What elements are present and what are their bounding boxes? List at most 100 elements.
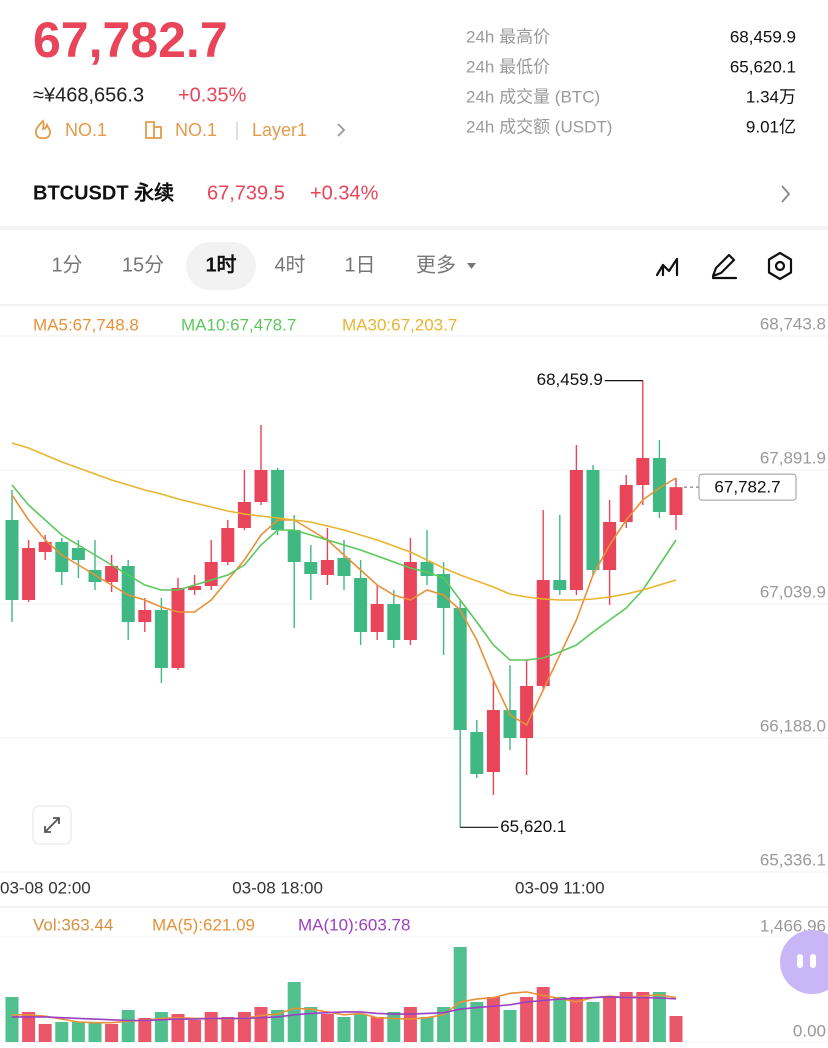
assistant-eye	[810, 954, 816, 968]
tab[interactable]: 1分	[51, 253, 82, 276]
candle-body	[138, 610, 152, 623]
volume-bar	[520, 996, 534, 1042]
y-tick-label: 66,188.0	[760, 716, 826, 735]
candle-body	[669, 487, 683, 515]
volume-bar	[271, 1009, 285, 1042]
candle-body	[636, 457, 650, 486]
volume-bar	[121, 1009, 135, 1042]
candle-body	[188, 585, 202, 591]
volume-bar	[453, 947, 467, 1042]
candle-body	[5, 519, 19, 600]
tab[interactable]: 4时	[274, 253, 305, 276]
x-tick-label: 03-09 11:00	[515, 878, 604, 897]
contract-price: 67,739.5	[207, 182, 285, 204]
volume-bar	[619, 992, 633, 1042]
settings-icon[interactable]	[767, 251, 793, 281]
candle-body	[403, 561, 417, 641]
assistant-button[interactable]	[780, 930, 828, 994]
candle-body	[38, 542, 52, 553]
candle-body	[55, 542, 69, 572]
ma-line	[11, 477, 677, 727]
candle-body	[470, 732, 484, 775]
stats: 24h 最高价 68,459.9 24h 最低价 65,620.1 24h 成交量 (B…	[466, 27, 796, 136]
volume-bar	[569, 996, 583, 1042]
candle-body	[71, 547, 85, 560]
last-price: 67,782.7	[33, 12, 228, 68]
candle-body	[652, 457, 666, 512]
candle-body	[453, 608, 467, 731]
volume-bar	[503, 1009, 517, 1042]
candle-body	[387, 604, 401, 641]
tab-active-bg	[186, 242, 256, 290]
candle-body	[486, 710, 500, 773]
volume-bar	[55, 1022, 69, 1042]
expand-icon	[44, 817, 60, 833]
y-tick-label: 67,891.9	[760, 448, 826, 467]
volume-bar	[154, 1012, 168, 1042]
volume-bar	[370, 1016, 384, 1042]
tag: NO.1	[175, 120, 217, 140]
volume-bar	[22, 1012, 36, 1042]
x-tick-label: 03-08 18:00	[232, 878, 323, 897]
candle-body	[221, 528, 235, 562]
separator	[0, 906, 828, 908]
legend-entry: MA(5):621.09	[152, 915, 255, 934]
volume-bar	[38, 1023, 52, 1042]
candle-body	[237, 502, 251, 529]
candle-body	[619, 485, 633, 522]
candle-body	[337, 558, 351, 577]
candle-body	[287, 530, 301, 562]
volume-bar	[486, 996, 500, 1042]
volume-bar	[354, 1013, 368, 1042]
volume-bar	[586, 1002, 600, 1042]
stat-label: 24h 成交量 (BTC)	[466, 87, 600, 106]
chevron[interactable]	[781, 185, 791, 203]
x-tick-label: 03-08 02:00	[0, 878, 91, 897]
legend-entry: MA(10):603.78	[298, 915, 410, 934]
stat-value: 1.34万	[746, 87, 796, 106]
tag[interactable]: Layer1	[252, 120, 307, 140]
candle-body	[105, 566, 119, 583]
legend-entry: MA5:67,748.8	[33, 315, 139, 334]
candle-body	[171, 587, 185, 669]
tab[interactable]: 1日	[344, 254, 375, 276]
settings-icon-dot	[774, 260, 786, 272]
volume-bar	[603, 996, 617, 1042]
ma-line	[11, 442, 677, 601]
stat-label: 24h 最高价	[466, 27, 550, 46]
rank-icon	[145, 121, 162, 139]
candle-body	[536, 580, 550, 687]
volume-bar	[420, 1016, 434, 1042]
volume-bar	[237, 1012, 251, 1042]
contract-change: +0.34%	[310, 182, 379, 204]
volume-bar	[287, 982, 301, 1042]
y-tick-label: 68,743.8	[760, 314, 826, 333]
candle-body	[520, 686, 534, 739]
volume-bar	[320, 1013, 334, 1042]
indicator-icon[interactable]	[655, 257, 679, 277]
contract-name[interactable]: BTCUSDT 永续	[33, 180, 174, 204]
volume-bar	[403, 1006, 417, 1042]
candle-body	[354, 578, 368, 633]
stat-label: 24h 最低价	[466, 57, 550, 76]
volume-bar	[254, 1006, 268, 1042]
last-price-tag	[698, 473, 797, 501]
y-tick-label: 0.00	[793, 1021, 826, 1040]
draw-icon[interactable]	[711, 253, 738, 280]
candle-body	[271, 469, 285, 531]
candle-body	[569, 469, 583, 591]
stat-label: 24h 成交额 (USDT)	[466, 117, 612, 136]
volume-bar	[171, 1013, 185, 1042]
tab[interactable]: 15分	[122, 253, 164, 276]
tab[interactable]: 更多	[416, 253, 456, 276]
volume-bar	[105, 1023, 119, 1042]
tab[interactable]: 1时	[205, 253, 236, 276]
volume-bar	[652, 992, 666, 1042]
volume-bar	[470, 1002, 484, 1042]
candle-body	[553, 580, 567, 591]
assistant-eye	[797, 954, 803, 968]
annotation-label: 65,620.1	[500, 817, 566, 836]
